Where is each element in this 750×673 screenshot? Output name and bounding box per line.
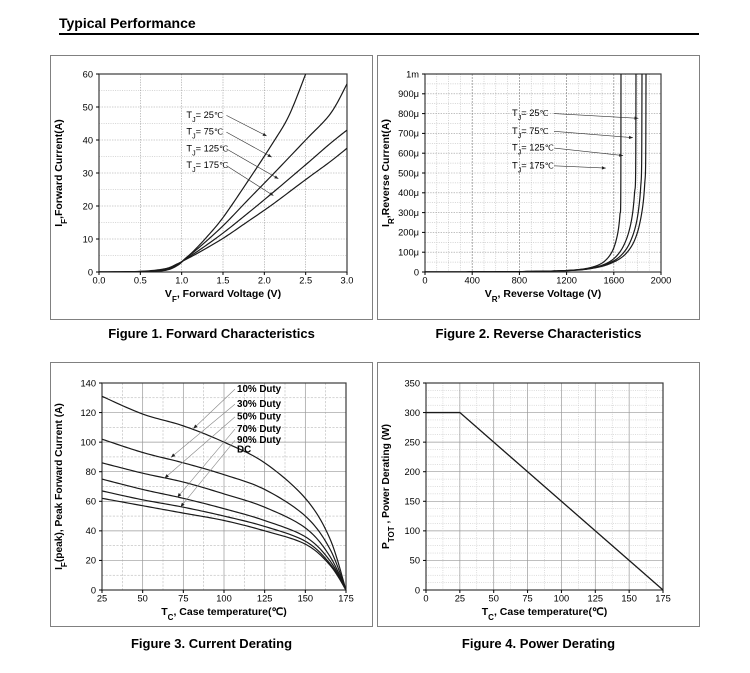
svg-text:2.0: 2.0	[258, 276, 271, 286]
svg-text:2.5: 2.5	[299, 276, 312, 286]
svg-text:40: 40	[86, 526, 96, 536]
svg-text:50: 50	[410, 556, 420, 566]
svg-text:400: 400	[464, 276, 480, 286]
svg-text:50: 50	[489, 594, 499, 604]
svg-text:200μ: 200μ	[398, 228, 419, 238]
svg-text:25: 25	[97, 594, 107, 604]
svg-text:150: 150	[621, 594, 637, 604]
svg-text:175: 175	[655, 594, 671, 604]
svg-text:VR, Reverse Voltage (V): VR, Reverse Voltage (V)	[485, 288, 601, 304]
svg-text:1.5: 1.5	[217, 276, 230, 286]
svg-text:PTOT , Power Derating (W): PTOT , Power Derating (W)	[381, 424, 396, 549]
svg-text:800: 800	[512, 276, 528, 286]
svg-text:60: 60	[86, 497, 96, 507]
svg-text:600μ: 600μ	[398, 149, 419, 159]
svg-text:0: 0	[415, 585, 420, 595]
svg-text:TJ= 25℃: TJ= 25℃	[512, 108, 549, 122]
svg-text:140: 140	[80, 378, 96, 388]
svg-text:3.0: 3.0	[341, 276, 354, 286]
svg-text:150: 150	[404, 497, 420, 507]
svg-text:TC, Case temperature(℃): TC, Case temperature(℃)	[482, 606, 608, 622]
svg-text:175: 175	[338, 594, 354, 604]
svg-text:0: 0	[414, 267, 419, 277]
svg-text:120: 120	[80, 408, 96, 418]
svg-text:0: 0	[91, 585, 96, 595]
svg-text:150: 150	[298, 594, 314, 604]
svg-text:300μ: 300μ	[398, 208, 419, 218]
svg-text:TJ= 75℃: TJ= 75℃	[512, 126, 549, 140]
svg-text:1.0: 1.0	[175, 276, 188, 286]
svg-text:125: 125	[588, 594, 604, 604]
svg-text:900μ: 900μ	[398, 89, 419, 99]
svg-text:700μ: 700μ	[398, 129, 419, 139]
svg-text:TC, Case temperature(℃): TC, Case temperature(℃)	[161, 606, 287, 622]
svg-text:125: 125	[257, 594, 273, 604]
svg-text:100: 100	[216, 594, 232, 604]
svg-text:300: 300	[404, 408, 420, 418]
svg-text:10: 10	[83, 234, 93, 244]
svg-text:IR,Reverse Current(A): IR,Reverse Current(A)	[380, 119, 396, 227]
svg-text:50: 50	[83, 102, 93, 112]
svg-text:200: 200	[404, 467, 420, 477]
svg-text:100μ: 100μ	[398, 248, 419, 258]
svg-text:IF,Forward Current(A): IF,Forward Current(A)	[53, 119, 69, 227]
svg-text:75: 75	[522, 594, 532, 604]
svg-text:800μ: 800μ	[398, 109, 419, 119]
svg-text:0.0: 0.0	[93, 276, 106, 286]
svg-text:50: 50	[137, 594, 147, 604]
svg-text:40: 40	[83, 135, 93, 145]
svg-text:100: 100	[404, 526, 420, 536]
svg-text:TJ= 75℃: TJ= 75℃	[186, 127, 223, 141]
svg-text:70% Duty: 70% Duty	[237, 424, 282, 435]
svg-text:IF(peak), Peak Forward Current: IF(peak), Peak Forward Current (A)	[54, 403, 69, 570]
svg-text:350: 350	[404, 378, 420, 388]
svg-text:TJ= 25℃: TJ= 25℃	[186, 110, 223, 124]
svg-text:TJ= 175℃: TJ= 175℃	[512, 160, 554, 174]
svg-text:10% Duty: 10% Duty	[237, 384, 282, 395]
svg-text:20: 20	[83, 201, 93, 211]
svg-text:30% Duty: 30% Duty	[237, 399, 282, 410]
svg-text:20: 20	[86, 556, 96, 566]
svg-text:0.5: 0.5	[134, 276, 147, 286]
svg-text:30: 30	[83, 168, 93, 178]
svg-text:400μ: 400μ	[398, 188, 419, 198]
svg-text:TJ= 125℃: TJ= 125℃	[186, 143, 228, 157]
svg-text:1600: 1600	[603, 276, 624, 286]
svg-text:1m: 1m	[406, 69, 419, 79]
svg-text:25: 25	[455, 594, 465, 604]
svg-text:60: 60	[83, 69, 93, 79]
svg-text:100: 100	[80, 437, 96, 447]
svg-text:80: 80	[86, 467, 96, 477]
svg-text:50% Duty: 50% Duty	[237, 412, 282, 423]
svg-text:TJ= 175℃: TJ= 175℃	[186, 160, 228, 174]
svg-text:VF, Forward Voltage (V): VF, Forward Voltage (V)	[165, 288, 281, 304]
svg-text:0: 0	[422, 276, 427, 286]
svg-text:2000: 2000	[651, 276, 672, 286]
svg-text:DC: DC	[237, 445, 251, 456]
svg-text:500μ: 500μ	[398, 168, 419, 178]
svg-text:0: 0	[423, 594, 428, 604]
svg-text:1200: 1200	[556, 276, 577, 286]
svg-text:75: 75	[178, 594, 188, 604]
svg-text:100: 100	[554, 594, 570, 604]
svg-text:TJ= 125℃: TJ= 125℃	[512, 143, 554, 157]
svg-text:250: 250	[404, 437, 420, 447]
